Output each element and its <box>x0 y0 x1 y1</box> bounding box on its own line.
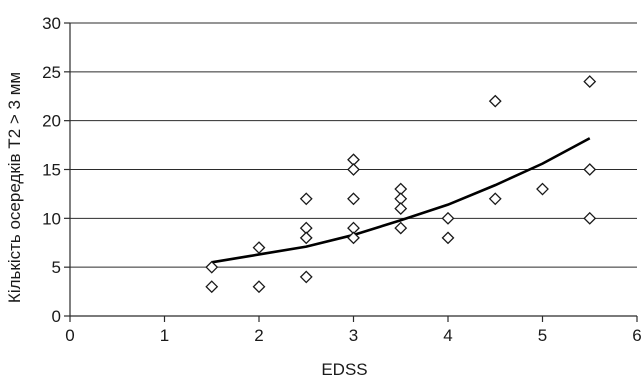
x-tick-label: 1 <box>160 326 169 345</box>
x-tick-label: 2 <box>254 326 263 345</box>
y-tick-label: 25 <box>42 63 61 82</box>
x-tick-label: 6 <box>632 326 641 345</box>
data-point <box>583 75 597 89</box>
trendline-layer <box>211 137 591 264</box>
data-point <box>299 270 313 284</box>
trendline <box>211 137 591 264</box>
data-point <box>583 163 597 176</box>
x-tick-label: 5 <box>538 326 547 345</box>
data-point <box>299 192 313 206</box>
data-point <box>394 221 408 235</box>
data-point <box>488 192 502 206</box>
data-point <box>394 202 408 215</box>
data-point <box>252 280 266 294</box>
data-point <box>583 211 597 225</box>
x-tick-label: 3 <box>349 326 358 345</box>
data-point <box>347 231 360 245</box>
axes <box>64 22 638 322</box>
data-point <box>205 280 219 294</box>
y-tick-label: 10 <box>42 209 61 228</box>
data-point <box>347 163 360 176</box>
data-point <box>347 192 360 206</box>
x-tick-label: 4 <box>443 326 452 345</box>
x-tick-label: 0 <box>65 326 74 345</box>
y-tick-label: 15 <box>42 161 61 180</box>
data-point <box>536 182 549 196</box>
data-point <box>488 94 502 108</box>
data-points <box>205 75 597 294</box>
data-point <box>441 231 455 245</box>
y-axis-title: Кількість осередків Т2 > 3 мм <box>5 72 24 303</box>
tick-labels: 0 5 10 15 20 25 30 0 1 2 3 4 5 6 <box>42 14 642 345</box>
data-point <box>441 211 455 225</box>
data-point <box>252 241 266 255</box>
x-axis-title: EDSS <box>321 360 367 379</box>
y-tick-label: 30 <box>42 14 61 33</box>
data-point <box>299 231 313 245</box>
y-tick-label: 20 <box>42 112 61 131</box>
y-tick-label: 5 <box>52 258 61 277</box>
data-point <box>205 260 219 274</box>
y-tick-label: 0 <box>52 307 61 326</box>
